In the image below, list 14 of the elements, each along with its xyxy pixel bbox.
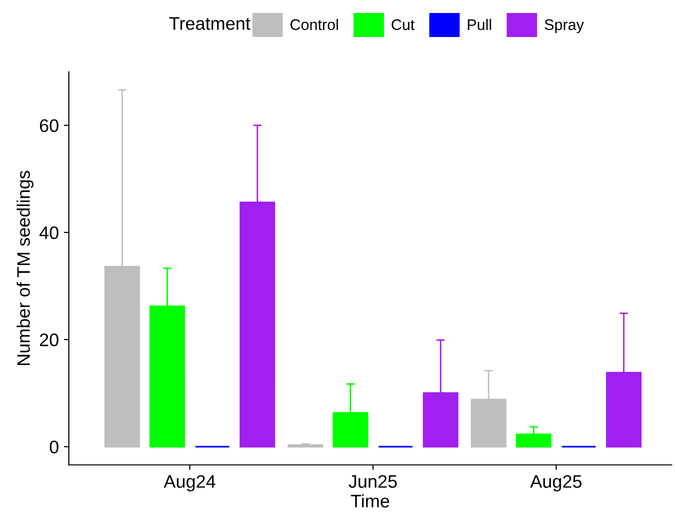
legend-label: Pull [468,18,492,30]
legend-label: Spray [544,19,584,34]
x-tick-label: Aug25 [530,475,582,492]
legend-label: Control [290,18,338,30]
y-tick-label: 40 [39,226,58,240]
y-tick-label: 0 [50,440,58,454]
y-axis-title: Number of TM seedlings [16,170,34,366]
x-tick-label: Aug24 [164,475,216,492]
x-tick-label: Jun25 [348,475,397,488]
x-axis-title: Time [350,494,390,508]
legend-label: Cut [392,19,415,30]
y-tick-label: 20 [40,333,58,346]
y-tick-label: 60 [40,119,58,132]
legend-title: Treatment [169,17,250,30]
